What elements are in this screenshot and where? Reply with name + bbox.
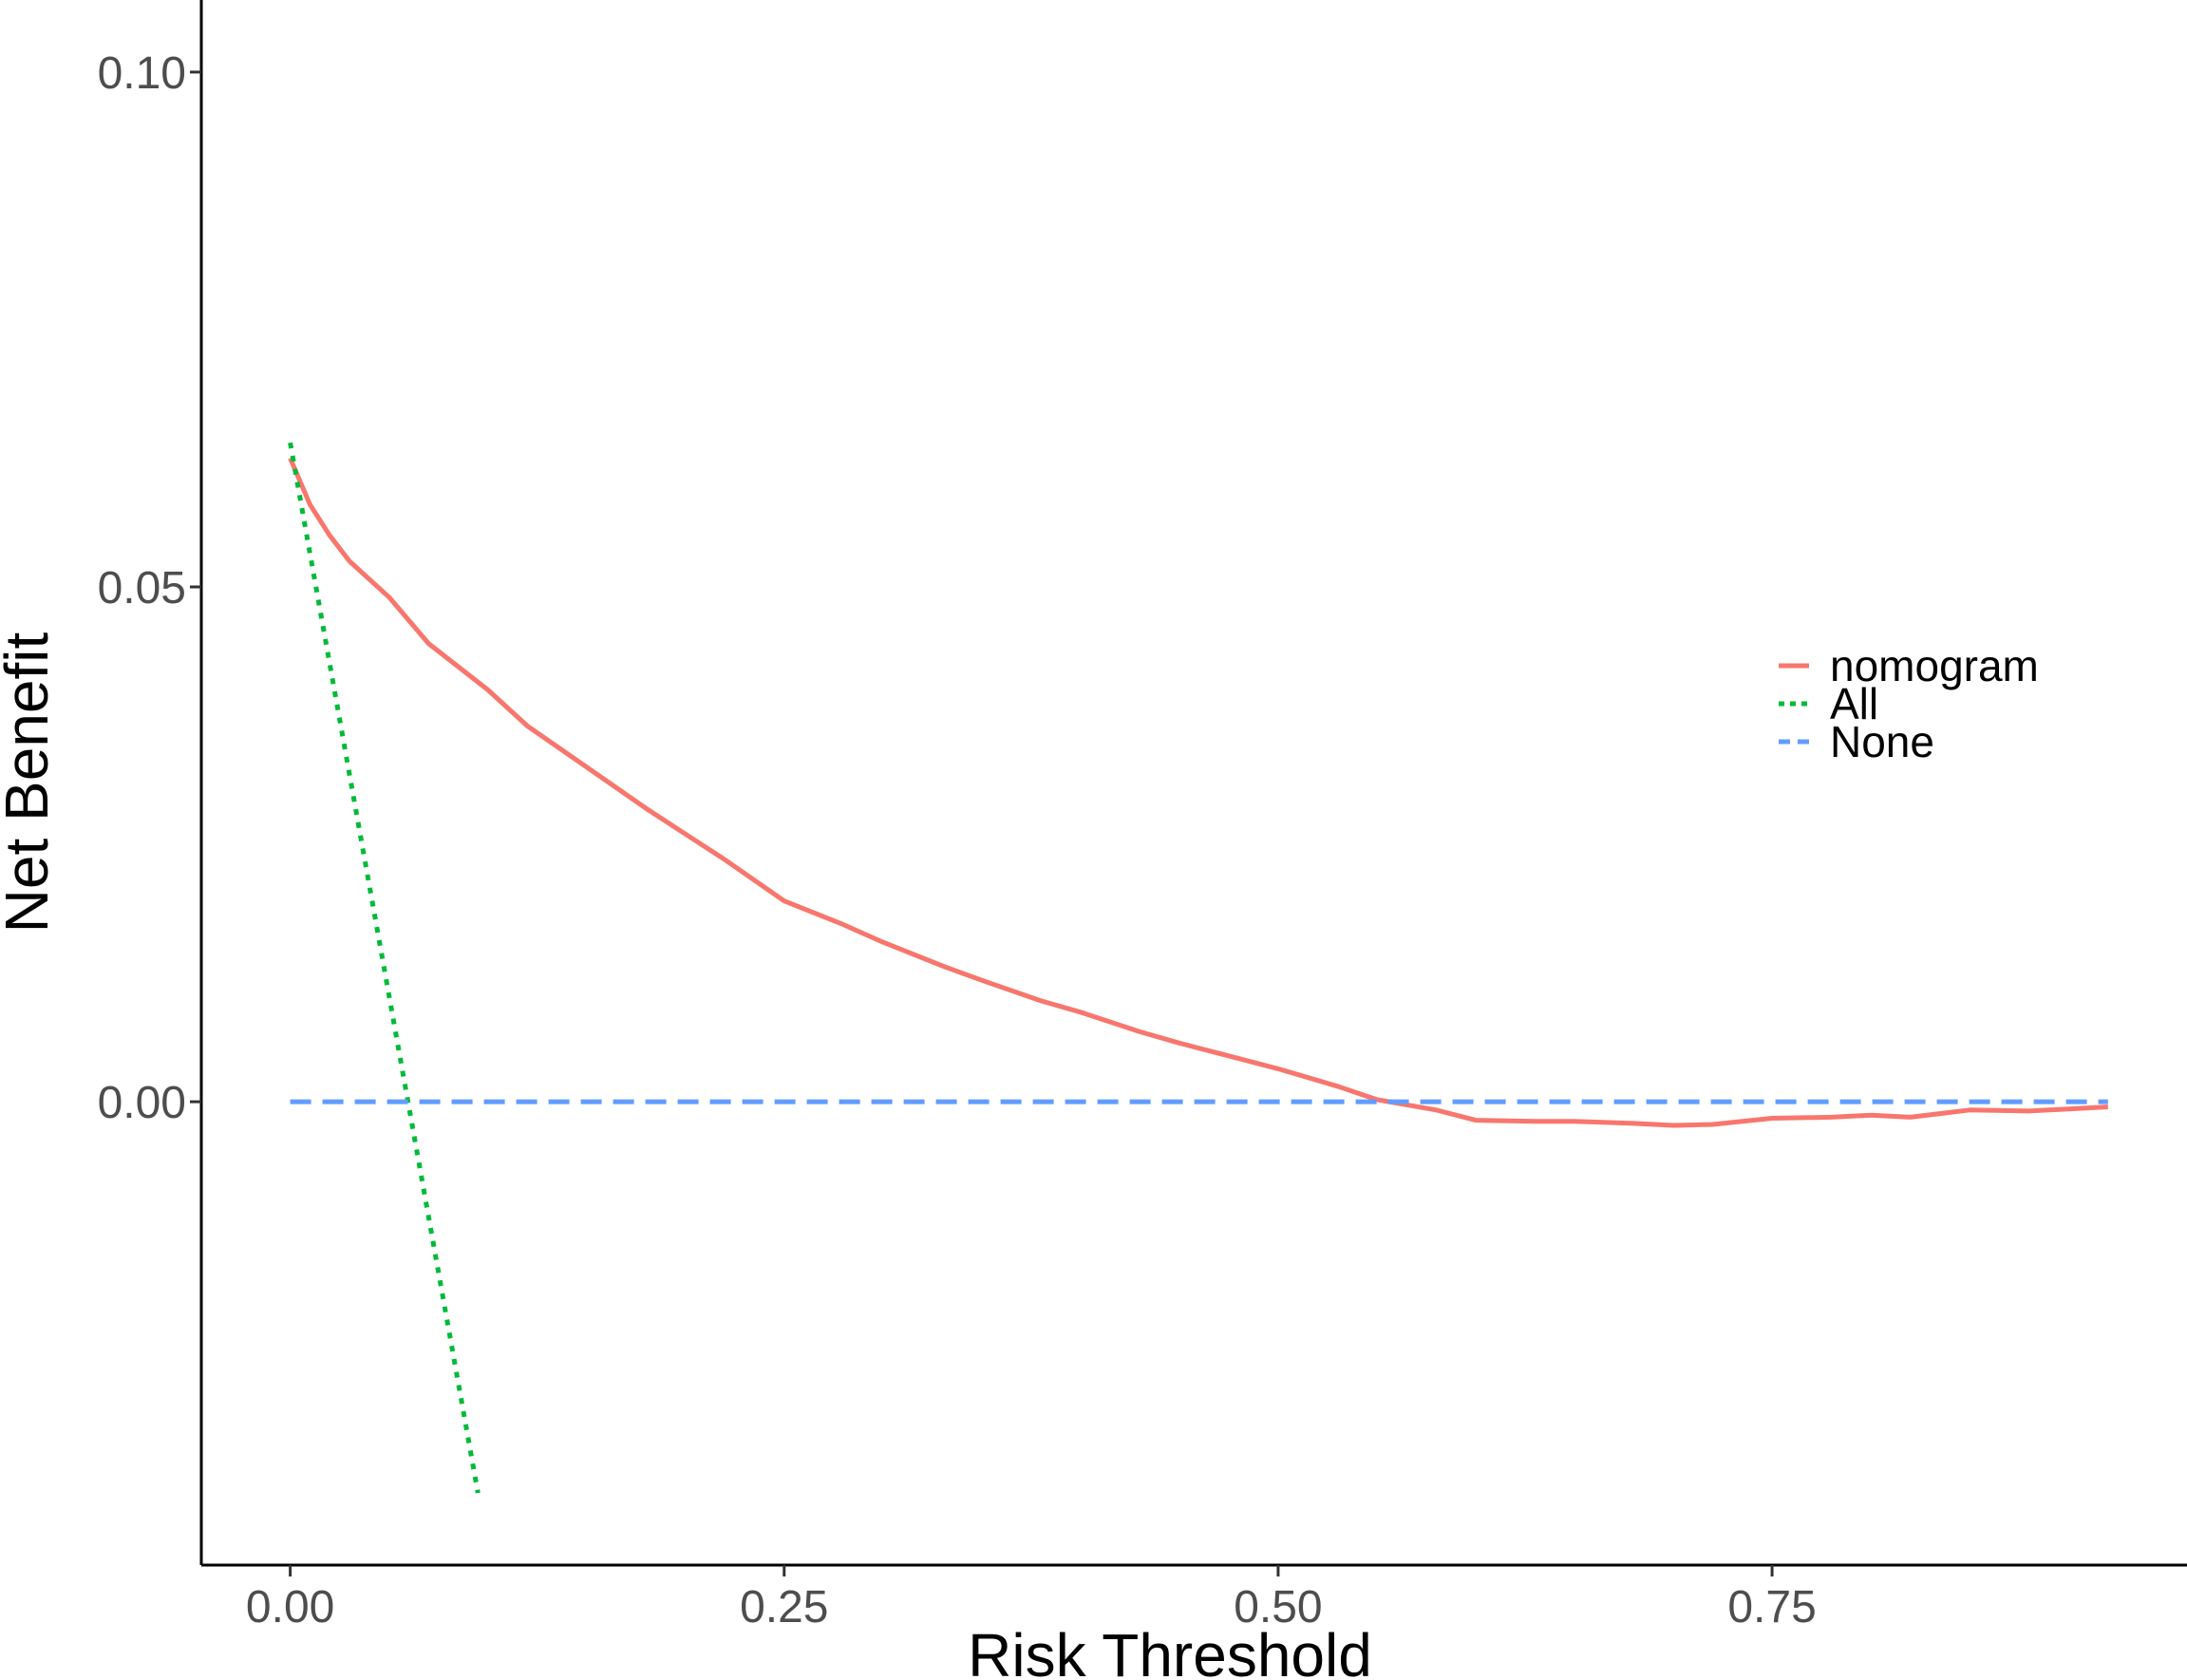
y-tick-label: 0.10 xyxy=(98,48,186,99)
series-lines xyxy=(288,442,2108,1494)
x-tick-label: 0.75 xyxy=(1727,1582,1816,1633)
series-line-nomogram xyxy=(288,457,2108,1128)
tick-marks: 0.00 0.25 0.50 0.75 0.00 0.05 0.10 xyxy=(98,48,1817,1633)
y-tick-label: 0.05 xyxy=(98,563,186,613)
x-tick-label: 0.00 xyxy=(246,1582,334,1633)
legend-label-nomogram: nomogram xyxy=(1830,641,2039,690)
y-tick-label: 0.00 xyxy=(98,1078,186,1128)
y-axis-title: Net Benefit xyxy=(0,632,61,933)
series-line-all xyxy=(288,442,481,1494)
legend-label-all: All xyxy=(1830,679,1878,728)
x-axis-title: Risk Threshold xyxy=(968,1621,1372,1680)
x-tick-label: 0.50 xyxy=(1234,1582,1322,1633)
axes xyxy=(199,0,2187,1567)
x-tick-label: 0.25 xyxy=(740,1582,828,1633)
legend-label-none: None xyxy=(1830,717,1934,766)
